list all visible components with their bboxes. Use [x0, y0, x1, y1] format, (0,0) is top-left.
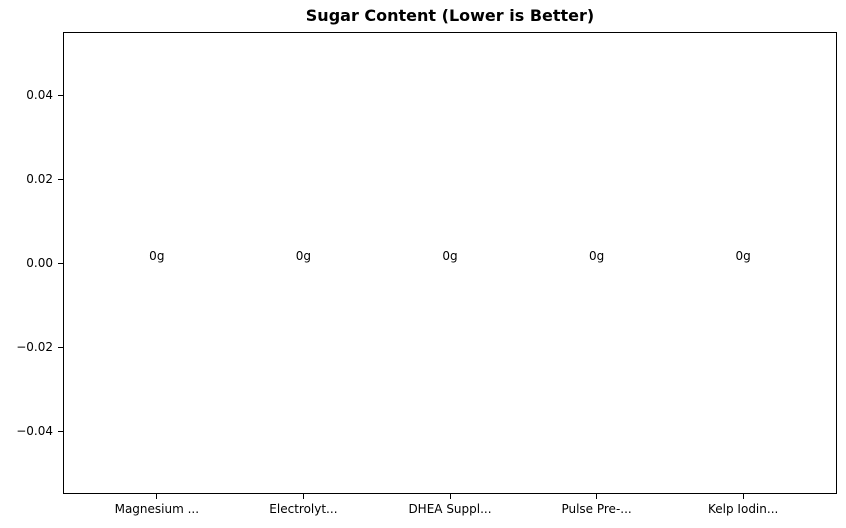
y-tick-mark [58, 346, 63, 348]
y-tick-label: 0.00 [26, 256, 53, 270]
bar-value-label: 0g [149, 249, 165, 263]
bar-value-label: 0g [735, 249, 751, 263]
x-tick-mark [449, 494, 451, 499]
x-tick-label: Magnesium ... [114, 502, 200, 516]
x-tick-mark [742, 494, 744, 499]
x-tick-label: Kelp Iodin... [708, 502, 779, 516]
bar-value-label: 0g [588, 249, 605, 263]
y-tick-label: −0.04 [16, 424, 53, 438]
y-tick-label: 0.02 [26, 172, 53, 186]
bar-value-label: 0g [295, 249, 312, 263]
x-tick-label: Pulse Pre-... [561, 502, 632, 516]
y-tick-label: −0.02 [16, 340, 53, 354]
x-tick-label: DHEA Suppl... [408, 502, 492, 516]
x-tick-mark [302, 494, 304, 499]
y-tick-mark [58, 178, 63, 180]
y-tick-mark [58, 262, 63, 264]
x-tick-mark [156, 494, 158, 499]
plot-area [63, 32, 837, 494]
x-tick-label: Electrolyt... [269, 502, 338, 516]
x-tick-mark [596, 494, 598, 499]
y-tick-mark [58, 430, 63, 432]
bar-value-label: 0g [442, 249, 458, 263]
y-tick-label: 0.04 [26, 88, 53, 102]
y-tick-mark [58, 94, 63, 96]
chart-title: Sugar Content (Lower is Better) [305, 6, 595, 25]
